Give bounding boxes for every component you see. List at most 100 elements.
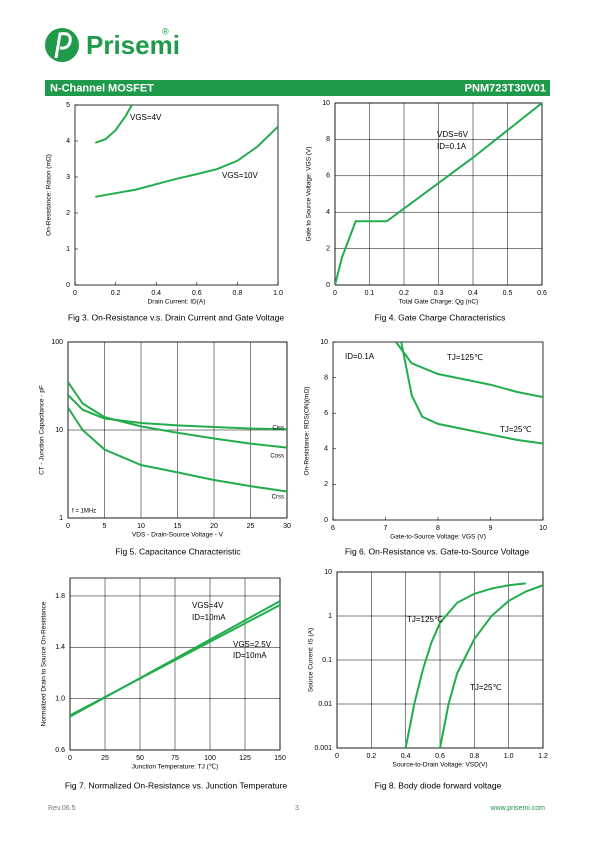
series-line	[439, 584, 543, 748]
y-tick-label: 1	[66, 246, 70, 253]
x-tick-label: 0	[73, 290, 77, 297]
figure-caption: Fig 3. On-Resistance v.s. Drain Current …	[68, 312, 284, 322]
x-axis-label: Junction Temperature: TJ (℃)	[132, 763, 219, 771]
footer-page: 3	[295, 805, 299, 812]
series-line	[94, 105, 133, 144]
series-label: TJ=125℃	[447, 353, 483, 362]
y-axis-label: CT - Junction Capacitance - pF	[39, 385, 46, 475]
logo-text: Prisemi	[86, 30, 180, 60]
header-bar	[45, 80, 550, 96]
chart: 0 0.2 0.4 0.6 0.8 1.0 1.2 0.001 0.01 0.1 1 10 Source…	[308, 569, 548, 790]
series-line	[404, 582, 526, 748]
series-line	[395, 342, 543, 399]
y-tick-label: 0.001	[314, 745, 332, 752]
x-tick-label: 0.8	[233, 290, 243, 297]
y-tick-label: 0.1	[322, 657, 332, 664]
y-tick-label: 2	[326, 245, 330, 252]
series-line	[68, 406, 287, 493]
y-tick-label: 0	[326, 282, 330, 289]
x-tick-label: 0	[333, 290, 337, 297]
y-tick-label: 1	[328, 613, 332, 620]
x-axis-label: Total Gate Charge: Qg (nC)	[399, 299, 478, 306]
y-axis-label: On-Resistance: RDS(ON)(mΩ)	[304, 386, 311, 475]
x-tick-label: 0.2	[366, 753, 376, 760]
series-label: VGS=4V	[130, 113, 162, 122]
y-axis-label: On-Resistance: Rdson (mΩ)	[46, 154, 53, 236]
series-label: VGS=10V	[222, 171, 258, 180]
x-tick-label: 0.4	[401, 753, 411, 760]
x-tick-label: 0.5	[503, 290, 513, 297]
x-tick-label: 15	[174, 523, 182, 530]
y-tick-label: 6	[326, 173, 330, 180]
series-label: TJ=125℃	[407, 615, 443, 624]
series-label: TJ=25℃	[500, 425, 531, 434]
y-tick-label: 5	[66, 102, 70, 109]
x-tick-label: 7	[384, 525, 388, 532]
x-tick-label: 6	[331, 525, 335, 532]
y-tick-label: 4	[324, 446, 328, 453]
chart: 0 25 50 75 100 125 150 0.6 1.0 1.4 1.8 Junction Tem…	[41, 577, 288, 790]
header-left: N-Channel MOSFET	[50, 82, 154, 94]
y-tick-label: 1	[59, 515, 63, 522]
x-axis-label: Gate-to-Source Voltage: VGS (V)	[390, 534, 486, 541]
x-tick-label: 150	[274, 755, 286, 762]
series-label: VGS=2.5V	[233, 640, 272, 649]
x-tick-label: 0.2	[111, 290, 121, 297]
x-tick-label: 75	[171, 755, 179, 762]
series-line	[70, 604, 280, 717]
chart: 0 0.1 0.2 0.3 0.4 0.5 0.6 0 2 4 6 8 10 Total Gate Cha…	[306, 100, 547, 322]
x-tick-label: 20	[210, 523, 218, 530]
x-tick-label: 5	[103, 523, 107, 530]
x-tick-label: 1.2	[538, 753, 548, 760]
x-tick-label: 1.0	[504, 753, 514, 760]
figure-caption: Fig 7. Normalized On-Resistance vs. Junc…	[65, 780, 288, 790]
annotation: f = 1MHz	[72, 509, 96, 515]
x-axis-label: Source-to-Drain Voltage: VSD(V)	[392, 762, 487, 769]
x-tick-label: 0.3	[434, 290, 444, 297]
y-tick-label: 2	[66, 210, 70, 217]
x-tick-label: 30	[283, 523, 291, 530]
registered-mark: ®	[162, 26, 169, 36]
y-tick-label: 1.4	[55, 644, 65, 651]
y-tick-label: 0	[66, 282, 70, 289]
x-axis-label: VDS - Drain-Source Voltage - V	[132, 532, 224, 539]
series-line	[335, 103, 542, 285]
y-tick-label: 0.6	[55, 747, 65, 754]
series-label: Crss	[272, 495, 284, 501]
x-tick-label: 125	[239, 755, 251, 762]
footer-revision: Rev.06.5	[48, 805, 76, 812]
y-tick-label: 100	[51, 339, 63, 346]
x-tick-label: 0	[68, 755, 72, 762]
x-tick-label: 0.6	[192, 290, 202, 297]
logo: Prisemi ®	[45, 26, 180, 62]
figure-caption: Fig 6. On-Resistance vs. Gate-to-Source …	[345, 546, 530, 556]
series-line	[95, 125, 278, 198]
y-tick-label: 0.01	[318, 701, 332, 708]
y-axis-label: Source Current: IS (A)	[308, 628, 315, 692]
x-tick-label: 9	[489, 525, 493, 532]
series-label: VGS=4V	[192, 601, 224, 610]
x-axis-label: Drain Current: ID(A)	[148, 299, 206, 306]
annotation: ID=0.1A	[437, 142, 467, 151]
chart: 0 0.2 0.4 0.6 0.8 1.0 0 1 2 3 4 5 Drain Current: ID(…	[46, 102, 285, 322]
footer-url: www.prisemi.com	[490, 805, 546, 812]
y-tick-label: 6	[324, 410, 328, 417]
figure-caption: Fig 4. Gate Charge Characteristics	[375, 312, 506, 322]
figure-caption: Fig 8. Body diode forward voltage	[375, 780, 502, 790]
y-tick-label: 4	[66, 138, 70, 145]
x-tick-label: 0.8	[469, 753, 479, 760]
y-tick-label: 0	[324, 517, 328, 524]
plot-area	[332, 341, 544, 521]
y-axis-label: Normalized Drain to Source On-Resistance	[41, 601, 48, 726]
annotation: ID=10mA	[192, 613, 226, 622]
y-tick-label: 4	[326, 209, 330, 216]
figure-caption: Fig 5. Capacitance Characteristic	[115, 546, 241, 556]
series-label: TJ=25℃	[470, 683, 501, 692]
annotation: ID=0.1A	[345, 352, 375, 361]
x-tick-label: 25	[101, 755, 109, 762]
x-tick-label: 0	[335, 753, 339, 760]
y-tick-label: 1.8	[55, 593, 65, 600]
x-tick-label: 0.6	[537, 290, 547, 297]
series-label: Coss	[270, 454, 284, 460]
x-tick-label: 10	[539, 525, 547, 532]
